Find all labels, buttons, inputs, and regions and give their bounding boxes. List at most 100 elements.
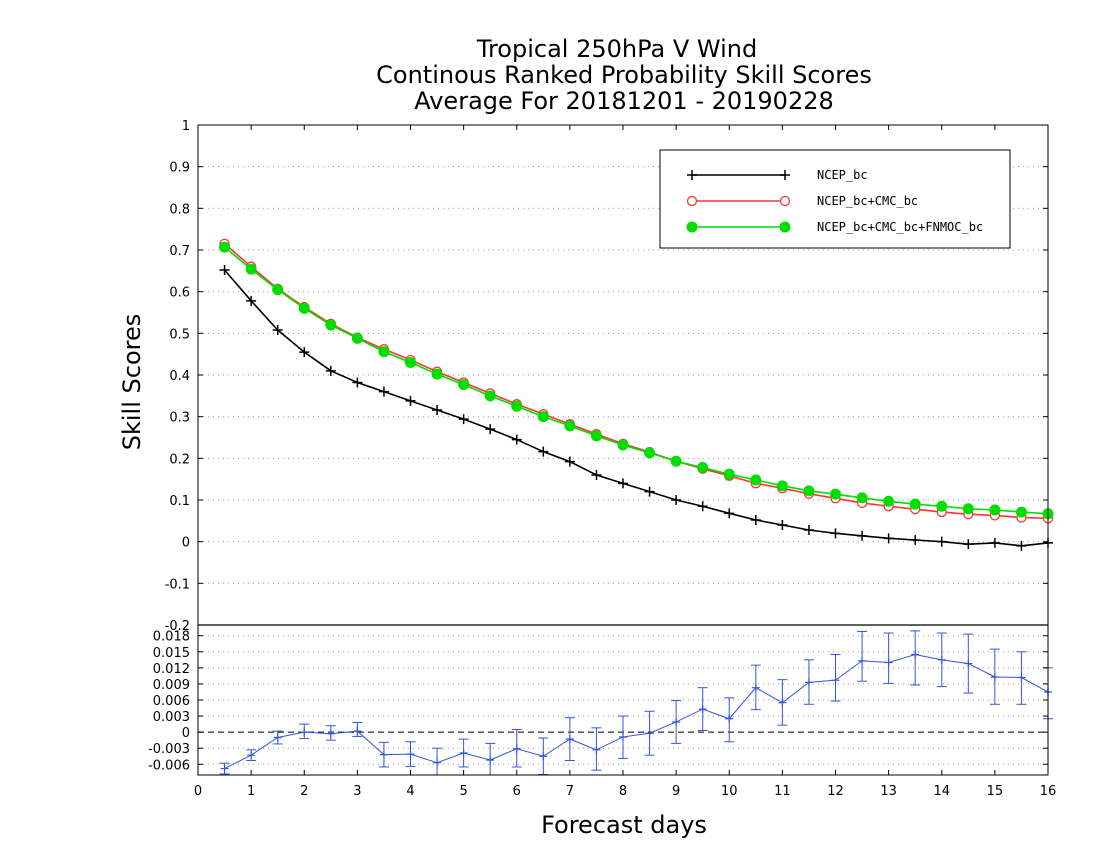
series-point-2	[511, 400, 523, 412]
top-y-tick-label: 0.4	[169, 369, 190, 384]
series-point-2	[219, 241, 231, 253]
bottom-y-tick-label: 0.018	[153, 630, 190, 645]
top-y-tick-label: 0.7	[169, 244, 190, 259]
legend-marker-0	[780, 170, 790, 180]
legend-box	[659, 149, 1011, 249]
top-y-tick-label: 0.1	[169, 494, 190, 509]
series-point-0	[325, 365, 336, 376]
series-point-2	[351, 332, 363, 344]
x-tick-label: 16	[1040, 784, 1057, 799]
x-axis-label: Forecast days	[541, 811, 707, 839]
diff-point	[804, 678, 813, 687]
series-point-0	[405, 395, 416, 406]
series-point-2	[936, 500, 948, 512]
legend-label-2: NCEP_bc+CMC_bc+FNMOC_bc	[817, 220, 983, 234]
series-point-0	[591, 470, 602, 480]
diff-point	[619, 732, 627, 741]
diff-point	[751, 683, 760, 692]
series-point-0	[1016, 540, 1027, 551]
chart-title-line-3: Average For 20181201 - 20190228	[414, 87, 834, 115]
diff-point	[645, 729, 654, 738]
series-point-2	[590, 430, 602, 442]
series-point-0	[644, 486, 655, 497]
diff-point	[937, 655, 946, 664]
series-point-0	[910, 535, 921, 545]
x-tick-label: 4	[406, 784, 414, 799]
series-point-2	[431, 368, 443, 380]
bottom-y-tick-label: -0.003	[148, 742, 190, 757]
series-point-2	[750, 474, 762, 486]
diff-point	[433, 758, 442, 767]
series-point-2	[776, 480, 788, 492]
series-point-2	[458, 379, 470, 391]
legend: NCEP_bc NCEP_bc+CMC_bc NCEP_bc+CMC_bc+FNMO…	[659, 149, 1011, 249]
legend-marker-2	[686, 221, 698, 233]
legend-label-0: NCEP_bc	[817, 168, 868, 182]
series-point-0	[618, 478, 628, 489]
diff-point	[964, 659, 973, 668]
series-point-0	[697, 501, 708, 512]
series-point-0	[777, 520, 788, 530]
x-tick-label: 1	[247, 784, 255, 799]
bottom-y-tick-label: 0.012	[153, 662, 190, 677]
series-point-2	[405, 357, 416, 368]
diff-point	[592, 745, 601, 754]
series-point-2	[537, 411, 549, 423]
x-tick-label: 0	[194, 784, 202, 799]
diff-point	[512, 744, 521, 753]
x-tick-label: 5	[459, 784, 467, 799]
series-point-2	[962, 503, 974, 515]
bottom-y-tick-label: 0.003	[153, 710, 190, 725]
diff-point	[539, 752, 548, 761]
diff-point	[990, 672, 999, 681]
diff-point	[273, 733, 282, 742]
series-point-0	[830, 528, 841, 539]
legend-marker-1	[686, 195, 698, 207]
series-point-0	[564, 456, 575, 467]
diff-point	[486, 756, 495, 764]
x-tick-label: 6	[513, 784, 521, 799]
diff-point	[220, 764, 229, 773]
series-point-2	[325, 319, 337, 331]
top-y-tick-label: 0.3	[169, 411, 190, 426]
bottom-panel-series	[219, 630, 1053, 776]
series-point-0	[803, 525, 814, 535]
diff-line	[224, 653, 1049, 770]
diff-point	[725, 714, 734, 723]
series-point-0	[538, 446, 549, 457]
bottom-y-tick-label: -0.006	[148, 758, 190, 773]
top-y-tick-label: 0.2	[169, 452, 190, 467]
top-y-tick-label: -0.2	[165, 619, 190, 634]
diff-point	[459, 749, 468, 758]
top-panel-grid	[198, 166, 1048, 584]
series-point-0	[352, 377, 363, 388]
series-point-2	[670, 455, 682, 467]
top-panel-series	[219, 238, 1054, 551]
legend-marker-0	[687, 170, 697, 180]
legend-marker-1	[779, 195, 791, 207]
series-point-2	[856, 492, 868, 504]
series-point-0	[485, 424, 496, 435]
series-point-0	[432, 405, 443, 415]
series-point-0	[724, 508, 735, 519]
series-point-0	[750, 515, 761, 525]
series-point-0	[299, 347, 310, 358]
top-y-tick-label: 0.8	[169, 202, 190, 217]
bottom-y-tick-label: 0.015	[153, 646, 190, 661]
diff-point	[247, 751, 256, 760]
legend-items: NCEP_bc NCEP_bc+CMC_bc NCEP_bc+CMC_bc+FNMO…	[686, 168, 983, 234]
diff-point	[698, 705, 707, 714]
series-point-2	[272, 284, 284, 296]
tick-labels: -0.2 -0.1 0 0.1 0.2 0.3 0.4 0.5 0.6 0.7 0.8 0.9 1 -0.…	[148, 119, 1056, 799]
x-tick-label: 10	[721, 784, 738, 799]
chart-title-line-2: Continous Ranked Probability Skill Score…	[376, 61, 872, 89]
top-y-tick-label: 1	[182, 119, 190, 134]
series-point-0	[671, 495, 682, 505]
x-tick-label: 3	[353, 784, 361, 799]
series-point-2	[1015, 506, 1027, 518]
series-point-2	[723, 468, 735, 480]
series-point-2	[644, 447, 656, 459]
diff-point	[565, 735, 574, 744]
diff-point	[379, 750, 388, 759]
